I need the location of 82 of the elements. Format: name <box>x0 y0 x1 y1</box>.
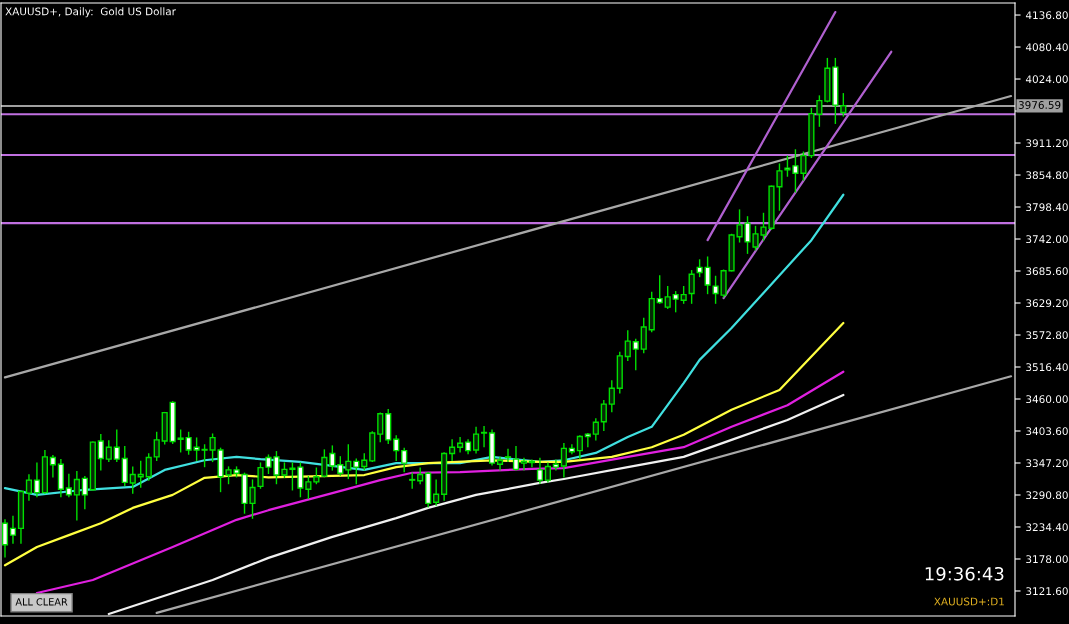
y-tick-label: 3798.40 <box>1026 203 1068 212</box>
candlestick <box>25 474 33 501</box>
candlestick <box>672 291 679 313</box>
candlestick <box>73 470 80 521</box>
candlestick <box>81 476 88 510</box>
candlestick <box>496 456 504 471</box>
y-tick-label: 3234.40 <box>1026 523 1068 532</box>
candlestick <box>121 445 128 486</box>
line-series <box>3 193 845 496</box>
candlestick <box>480 426 488 448</box>
candlestick <box>329 445 336 471</box>
candlestick <box>608 380 615 413</box>
candlestick <box>65 473 72 498</box>
ref-line-label: 3976.59 <box>1018 101 1061 109</box>
candlestick <box>193 437 200 461</box>
candlestick <box>656 275 663 304</box>
candlestick <box>632 338 639 371</box>
annotation: XAUUSD+:D1 <box>934 597 1004 606</box>
candlestick <box>472 426 480 454</box>
line-series <box>3 321 845 567</box>
candlestick <box>105 440 112 463</box>
candlestick <box>640 317 647 354</box>
y-tick-label: 3911.20 <box>1026 139 1068 148</box>
y-tick-label: 3460.00 <box>1026 395 1068 404</box>
y-tick-label: 3121.60 <box>1026 587 1068 596</box>
annotation: ALL CLEAR <box>15 598 68 606</box>
candlestick <box>544 462 552 483</box>
y-tick-label: 3629.20 <box>1026 299 1068 308</box>
candlestick <box>113 429 120 463</box>
candlestick <box>457 436 464 453</box>
line-series <box>107 393 845 616</box>
candlestick <box>153 431 160 461</box>
y-tick-label: 3403.60 <box>1026 427 1068 436</box>
candlestick <box>49 455 56 478</box>
candlestick <box>664 285 671 309</box>
candlestick <box>536 457 544 484</box>
candlestick <box>624 330 631 362</box>
candlestick <box>33 462 41 498</box>
candlestick <box>177 429 184 453</box>
y-tick-label: 4136.80 <box>1025 11 1068 20</box>
candlestick <box>353 458 360 485</box>
candlestick <box>345 444 352 480</box>
candlestick <box>704 256 711 295</box>
candlestick <box>321 449 328 478</box>
candlestick <box>520 457 528 471</box>
y-tick-label: 4024.00 <box>1025 75 1068 84</box>
y-tick-label: 3854.80 <box>1026 171 1068 180</box>
candlestick <box>840 93 847 117</box>
y-tick-label: 3290.80 <box>1026 491 1068 500</box>
line-series <box>35 370 845 595</box>
candlestick <box>185 431 192 455</box>
candlestick <box>449 439 456 461</box>
candlestick <box>97 434 104 471</box>
candlestick <box>393 435 400 461</box>
candlestick <box>512 445 520 471</box>
candlestick <box>816 95 823 127</box>
candlestick <box>9 515 17 544</box>
candlestick <box>377 412 384 443</box>
candlestick <box>409 472 416 489</box>
candlestick <box>433 479 440 506</box>
candlestick <box>560 443 567 478</box>
y-tick-label: 3685.60 <box>1026 267 1068 276</box>
chart-title: XAUUSD+, Daily: Gold US Dollar <box>5 7 176 18</box>
annotation: 19:36:43 <box>925 566 1004 581</box>
candlestick <box>401 447 408 473</box>
y-tick-label: 3347.20 <box>1026 459 1068 468</box>
y-tick-label: 3516.40 <box>1026 363 1068 372</box>
candlestick <box>305 476 312 499</box>
candlestick <box>504 448 512 463</box>
candlestick <box>337 456 344 476</box>
candlestick <box>688 270 695 304</box>
y-tick-label: 3572.80 <box>1026 331 1068 340</box>
candlestick <box>576 435 583 460</box>
candlestick <box>552 459 559 471</box>
y-tick-label: 3742.00 <box>1026 235 1068 244</box>
y-tick-label: 3178.00 <box>1026 555 1068 564</box>
candlestick <box>145 453 152 481</box>
candlestick <box>600 400 607 431</box>
candlestick <box>129 466 136 494</box>
candlestick <box>584 432 591 448</box>
candlestick <box>592 418 599 441</box>
y-tick-label: 4080.40 <box>1025 43 1068 52</box>
